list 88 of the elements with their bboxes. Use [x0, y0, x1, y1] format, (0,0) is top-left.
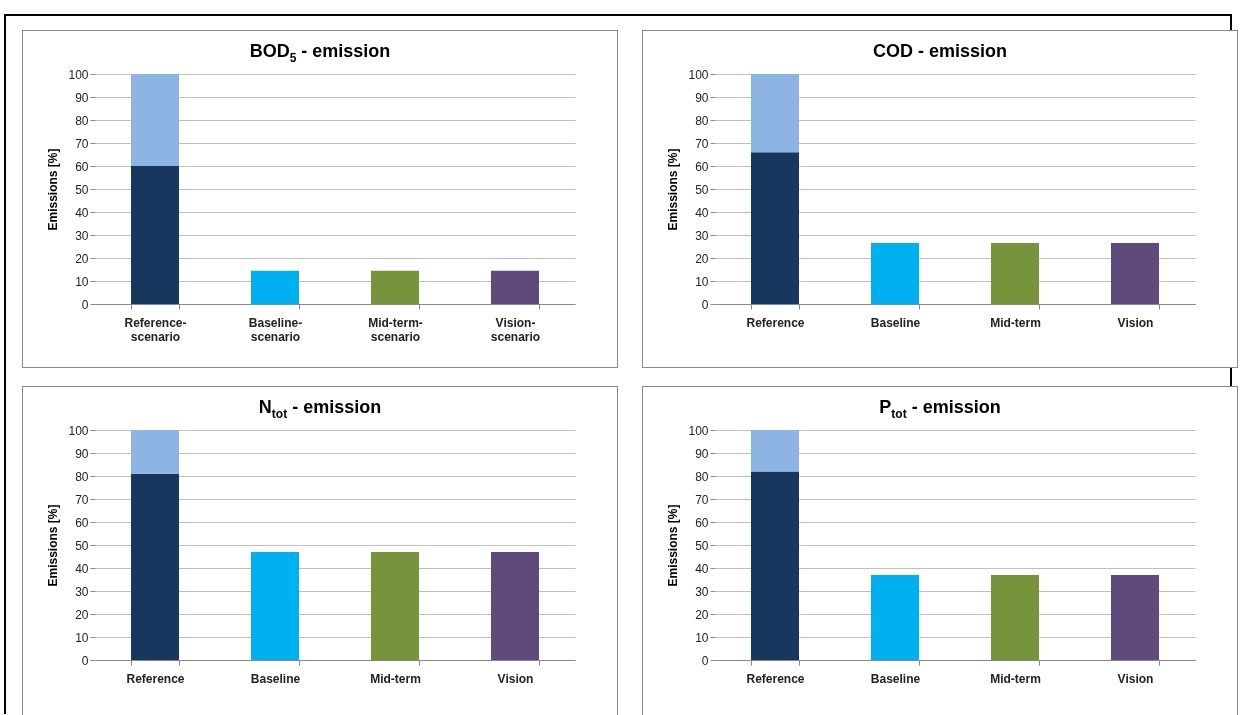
y-tick-label: 10 — [75, 274, 89, 289]
x-tick-label: Mid-term- scenario — [368, 315, 423, 344]
y-tick-label: 100 — [68, 423, 89, 438]
bar — [751, 152, 799, 304]
y-tick-label: 40 — [695, 561, 709, 576]
x-tick-label: Baseline — [870, 315, 921, 330]
y-tick-label: 90 — [695, 446, 709, 461]
bar — [1111, 243, 1159, 304]
bar — [871, 574, 919, 660]
y-tick-label: 40 — [695, 205, 709, 220]
x-tick-label: Reference — [746, 315, 805, 330]
x-tick-label: Reference — [746, 671, 805, 686]
y-tick-label: 100 — [688, 423, 709, 438]
y-tick-label: 10 — [695, 274, 709, 289]
y-tick-label: 90 — [75, 446, 89, 461]
bar — [751, 74, 799, 153]
bar — [751, 471, 799, 660]
bar — [1111, 574, 1159, 660]
x-tick-label: Reference- scenario — [124, 315, 187, 344]
y-tick-label: 30 — [695, 228, 709, 243]
y-tick-label: 60 — [75, 159, 89, 174]
y-tick-label: 50 — [695, 538, 709, 553]
y-tick-label: 0 — [701, 297, 709, 312]
x-tick-label: Baseline — [870, 671, 921, 686]
y-tick-label: 20 — [695, 607, 709, 622]
bar — [491, 551, 539, 660]
y-axis-title: Emissions [%] — [666, 148, 681, 231]
y-tick-label: 90 — [75, 90, 89, 105]
x-tick-label: Mid-term — [990, 671, 1041, 686]
y-tick-label: 40 — [75, 561, 89, 576]
y-tick-label: 40 — [75, 205, 89, 220]
y-tick-label: 20 — [695, 251, 709, 266]
chart-title: COD - emission — [872, 41, 1008, 62]
y-axis-title: Emissions [%] — [46, 504, 61, 587]
y-tick-label: 20 — [75, 251, 89, 266]
y-tick-label: 60 — [695, 515, 709, 530]
y-tick-label: 80 — [75, 469, 89, 484]
x-tick-label: Mid-term — [370, 671, 421, 686]
y-tick-label: 90 — [695, 90, 709, 105]
y-tick-label: 0 — [701, 653, 709, 668]
bar — [131, 430, 179, 474]
y-tick-label: 20 — [75, 607, 89, 622]
bar — [991, 243, 1039, 304]
y-tick-label: 30 — [75, 228, 89, 243]
bar — [871, 243, 919, 304]
y-tick-label: 70 — [695, 492, 709, 507]
bar — [131, 74, 179, 166]
y-tick-label: 60 — [75, 515, 89, 530]
y-tick-label: 10 — [695, 630, 709, 645]
y-tick-label: 70 — [75, 492, 89, 507]
y-tick-label: 60 — [695, 159, 709, 174]
x-tick-label: Vision — [1117, 315, 1154, 330]
bar — [371, 270, 419, 304]
x-tick-label: Baseline — [250, 671, 301, 686]
bar — [131, 473, 179, 660]
y-tick-label: 100 — [688, 67, 709, 82]
y-tick-label: 10 — [75, 630, 89, 645]
bar — [131, 166, 179, 304]
y-tick-label: 30 — [75, 584, 89, 599]
y-tick-label: 80 — [75, 113, 89, 128]
bar — [251, 270, 299, 304]
y-tick-label: 50 — [695, 182, 709, 197]
chart-title: BOD$_{5}$ - emission — [248, 41, 392, 65]
x-tick-label: Baseline- scenario — [248, 315, 303, 344]
bar — [371, 551, 419, 660]
y-tick-label: 30 — [695, 584, 709, 599]
y-axis-title: Emissions [%] — [666, 504, 681, 587]
bar — [751, 430, 799, 472]
bar — [991, 574, 1039, 660]
y-tick-label: 70 — [695, 136, 709, 151]
y-tick-label: 50 — [75, 538, 89, 553]
y-tick-label: 0 — [81, 297, 89, 312]
y-axis-title: Emissions [%] — [46, 148, 61, 231]
x-tick-label: Reference — [126, 671, 185, 686]
x-tick-label: Vision — [1117, 671, 1154, 686]
y-tick-label: 0 — [81, 653, 89, 668]
y-tick-label: 80 — [695, 469, 709, 484]
y-tick-label: 70 — [75, 136, 89, 151]
x-tick-label: Mid-term — [990, 315, 1041, 330]
bar — [251, 551, 299, 660]
chart-title: N$_{tot}$ - emission — [257, 397, 383, 421]
y-tick-label: 100 — [68, 67, 89, 82]
y-tick-label: 50 — [75, 182, 89, 197]
y-tick-label: 80 — [695, 113, 709, 128]
chart-title: P$_{tot}$ - emission — [878, 397, 1002, 421]
x-tick-label: Vision- scenario — [490, 315, 541, 344]
x-tick-label: Vision — [497, 671, 534, 686]
bar — [491, 270, 539, 304]
